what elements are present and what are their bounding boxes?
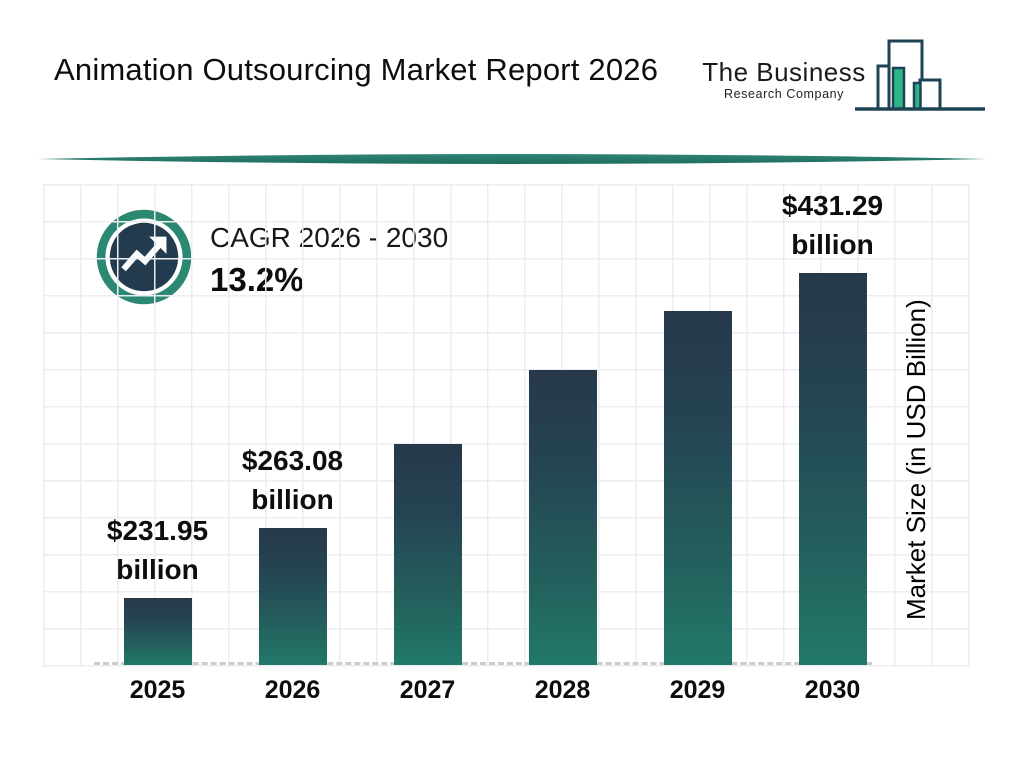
bar-2025 [123,598,192,665]
brand-logo: The Business Research Company [700,36,992,118]
bar-column-2029 [630,185,765,665]
bar-2027 [393,444,462,665]
x-axis-label-2027: 2027 [399,676,456,704]
chart-baseline [94,662,872,665]
bar-value-label-2030: $431.29 billion [781,190,884,260]
bar-column-2030: $431.29 billion [765,185,900,665]
logo-bar-chart-icon [855,39,985,111]
x-axis-label-2030: 2030 [804,676,861,704]
bar-2028 [528,370,597,665]
x-axis-label-2026: 2026 [264,676,321,704]
bars-layer: $231.95 billion $263.08 billion $431.29 billi… [90,185,900,665]
bar-2030 [798,273,867,665]
bar-column-2027 [360,185,495,665]
bar-value-label-2026: $263.08 billion [241,445,344,515]
bar-2026 [258,528,327,665]
bar-value-label-2025: $231.95 billion [106,515,209,585]
brand-name: The Business [702,57,866,87]
brand-tagline: Research Company [723,87,845,101]
bar-column-2026: $263.08 billion [225,185,360,665]
bar-column-2028 [495,185,630,665]
page-title: Animation Outsourcing Market Report 2026 [54,52,659,87]
header-divider [38,154,986,164]
x-axis-label-2025: 2025 [129,676,186,704]
x-axis-label-2029: 2029 [669,676,726,704]
brand-text: The Business Research Company [700,57,868,102]
x-axis-labels: 2025 2026 2027 2028 2029 2030 [90,676,900,708]
bar-column-2025: $231.95 billion [90,185,225,665]
x-axis-label-2028: 2028 [534,676,591,704]
bar-2029 [663,311,732,665]
y-axis-title: Market Size (in USD Billion) [901,299,931,621]
